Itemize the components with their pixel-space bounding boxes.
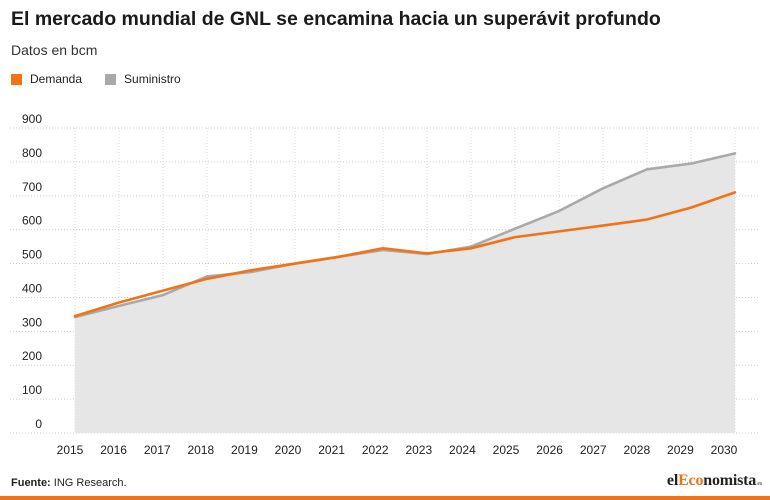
y-tick-label: 800 bbox=[22, 146, 42, 160]
chart-subtitle: Datos en bcm bbox=[11, 42, 98, 58]
y-tick-label: 400 bbox=[22, 281, 42, 295]
x-tick-label: 2025 bbox=[493, 443, 520, 457]
x-tick-label: 2015 bbox=[57, 443, 84, 457]
x-tick-label: 2020 bbox=[275, 443, 302, 457]
x-tick-label: 2016 bbox=[100, 443, 127, 457]
x-tick-label: 2017 bbox=[144, 443, 171, 457]
x-tick-label: 2029 bbox=[667, 443, 694, 457]
x-tick-label: 2027 bbox=[580, 443, 607, 457]
legend-label-demand: Demanda bbox=[30, 72, 83, 86]
y-tick-label: 100 bbox=[22, 383, 42, 397]
demand-line bbox=[73, 191, 737, 318]
legend-item-demand: Demanda bbox=[11, 72, 82, 86]
source-note: Fuente: ING Research. bbox=[11, 477, 127, 489]
legend: Demanda Suministro bbox=[11, 72, 204, 86]
legend-swatch-supply bbox=[105, 73, 117, 85]
legend-item-supply: Suministro bbox=[105, 72, 181, 86]
y-tick-label: 700 bbox=[22, 180, 42, 194]
legend-label-supply: Suministro bbox=[124, 72, 181, 86]
y-tick-label: 600 bbox=[22, 214, 42, 228]
y-tick-label: 900 bbox=[22, 112, 42, 126]
bottom-accent-bar bbox=[0, 496, 770, 500]
y-tick-label: 0 bbox=[35, 417, 42, 431]
source-label: Fuente: bbox=[11, 477, 51, 489]
chart-title: El mercado mundial de GNL se encamina ha… bbox=[11, 8, 661, 30]
x-tick-label: 2022 bbox=[362, 443, 389, 457]
x-tick-label: 2024 bbox=[449, 443, 476, 457]
x-tick-label: 2023 bbox=[405, 443, 432, 457]
source-text: ING Research. bbox=[53, 477, 127, 489]
y-tick-label: 300 bbox=[22, 315, 42, 329]
supply-area bbox=[75, 153, 735, 433]
x-tick-label: 2021 bbox=[318, 443, 345, 457]
x-tick-label: 2026 bbox=[536, 443, 563, 457]
y-tick-label: 200 bbox=[22, 349, 42, 363]
x-tick-label: 2018 bbox=[187, 443, 214, 457]
line-chart: 0 100 200 300 400 500 600 700 800 900 2015 2016 2017… bbox=[10, 112, 760, 457]
x-tick-label: 2019 bbox=[231, 443, 258, 457]
y-tick-label: 500 bbox=[22, 248, 42, 262]
x-tick-label: 2030 bbox=[711, 443, 738, 457]
x-tick-label: 2028 bbox=[623, 443, 650, 457]
brand-logo: elEconomista.es bbox=[666, 472, 762, 489]
legend-swatch-demand bbox=[11, 73, 22, 85]
